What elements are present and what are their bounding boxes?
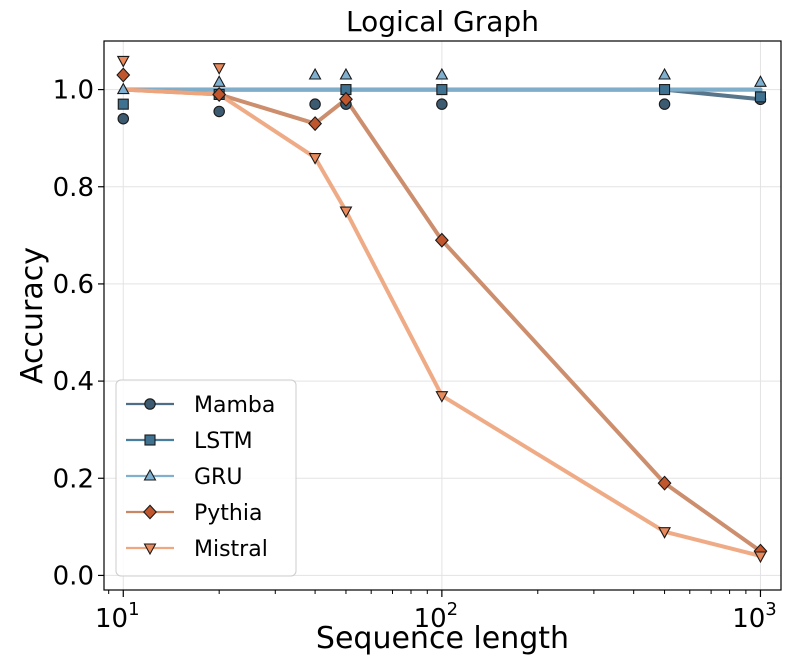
legend-label-mamba: Mamba [194,393,275,418]
plot-frame [103,40,782,591]
point-pythia [116,67,131,83]
point-gru [308,67,322,80]
y-tick-label: 1.0 [53,76,94,106]
point-mistral [658,527,671,539]
point-pythia [434,232,449,248]
point-gru [435,67,449,80]
point-gru [212,75,226,87]
legend-label-lstm: LSTM [194,429,253,454]
legend-label-gru: GRU [194,465,242,490]
y-axis-label: Accuracy [15,247,50,384]
point-lstm [659,84,671,96]
legend-label-mistral: Mistral [194,537,268,562]
point-gru [116,82,130,95]
x-tick-label: 102 [414,599,459,634]
y-tick-label: 0.8 [53,173,94,203]
legend-marker-gru [143,468,157,481]
legend-marker-pythia [143,504,157,520]
x-tick-label: 103 [732,599,777,634]
y-tick-label: 0.0 [53,561,94,591]
legend: Mamba LSTM GRU Pythia Mistral [115,379,297,577]
y-tick-label: 0.6 [53,270,94,300]
x-tick-label: 101 [95,599,140,634]
chart-title: Logical Graph [346,5,539,38]
point-mistral [339,206,353,219]
point-lstm [436,84,448,96]
legend-label-pythia: Pythia [194,501,262,526]
legend-box [115,379,297,577]
point-pythia [339,91,353,107]
point-pythia [212,86,227,102]
point-gru [658,67,671,80]
point-mamba [658,98,671,110]
point-lstm [117,98,129,110]
point-mamba [117,112,130,125]
y-tick-label: 0.2 [53,464,94,494]
point-pythia [308,116,323,132]
x-axis-label: Sequence length [316,621,569,656]
point-mistral [754,551,767,564]
point-gru [339,67,353,80]
point-gru [754,75,767,87]
point-mamba [309,98,321,110]
point-pythia [657,475,672,491]
y-tick-label: 0.4 [53,367,94,397]
legend-marker-mistral [143,543,157,556]
axis-ticks: 0.0 0.2 0.4 0.6 0.8 1.0 101 102 103 [53,76,777,634]
point-mistral [435,391,449,403]
point-lstm [754,91,767,103]
point-mistral [212,63,226,75]
point-mistral [116,55,130,68]
series-markers [116,55,768,564]
point-mamba [213,105,225,118]
legend-marker-mamba [144,398,156,410]
legend-marker-lstm [144,434,156,446]
point-mamba [436,98,448,110]
point-mistral [308,153,322,165]
